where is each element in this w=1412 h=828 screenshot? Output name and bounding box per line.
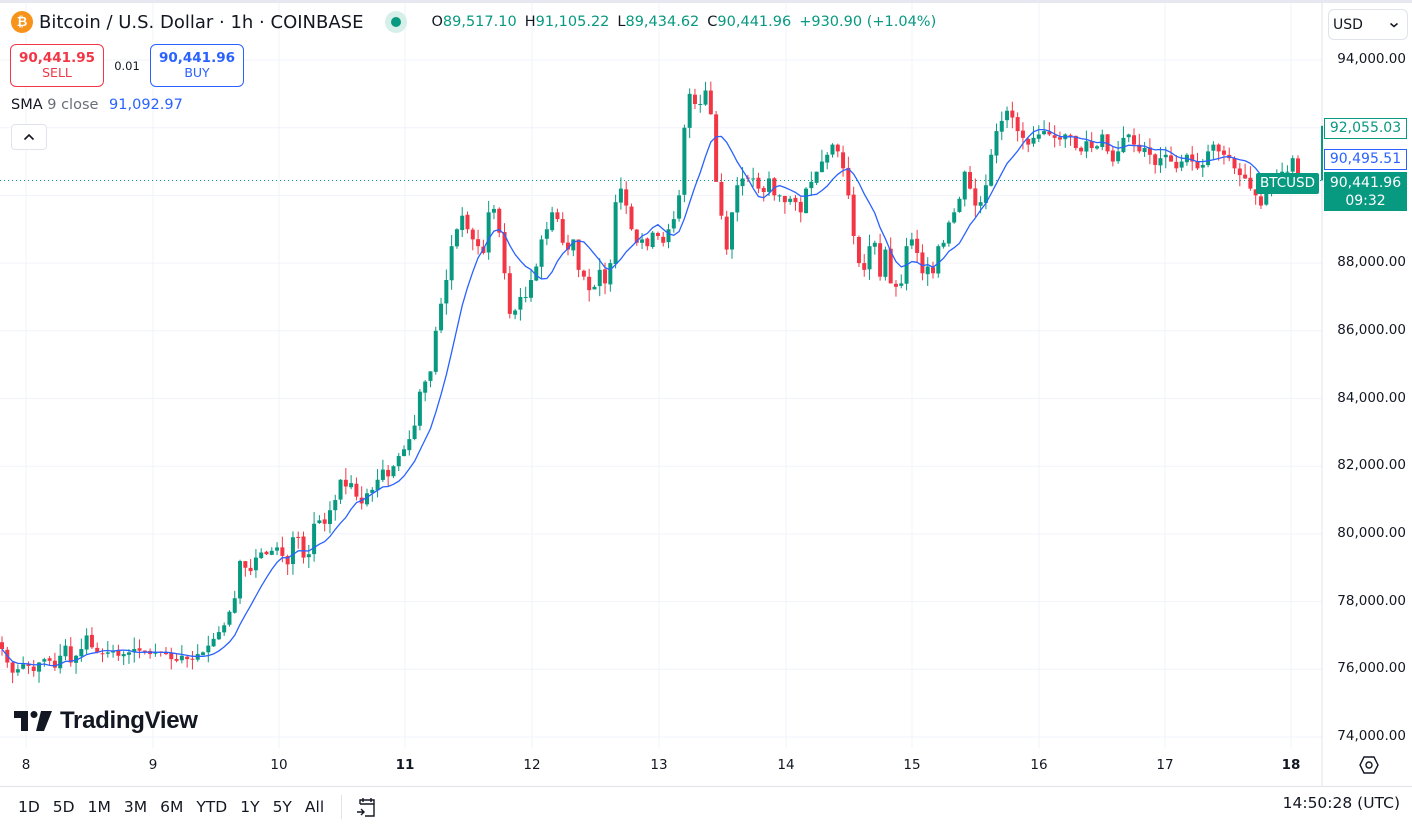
time-axis-label: 15 [903, 757, 921, 773]
buy-price: 90,441.96 [158, 49, 235, 66]
axis-separator [0, 786, 1412, 787]
last-price: 90,441.96 [1329, 175, 1402, 191]
logo-text: TradingView [60, 707, 198, 734]
range-5y[interactable]: 5Y [272, 798, 292, 816]
price-axis-label: 94,000.00 [1337, 51, 1406, 67]
range-ytd[interactable]: YTD [196, 798, 228, 816]
time-axis-label: 10 [270, 757, 288, 773]
sma-price-tag: 90,495.51 [1324, 149, 1407, 170]
chevron-up-icon [23, 133, 35, 141]
open-value: 89,517.10 [442, 14, 517, 30]
range-1y[interactable]: 1Y [240, 798, 260, 816]
spread-value: 0.01 [114, 58, 140, 73]
range-3m[interactable]: 3M [123, 798, 148, 816]
trade-buttons: 90,441.95 SELL 0.01 90,441.96 BUY [10, 44, 244, 87]
time-axis-label: 8 [21, 757, 31, 773]
buy-label: BUY [184, 65, 210, 81]
price-axis-label: 78,000.00 [1337, 592, 1406, 609]
range-6m[interactable]: 6M [160, 798, 184, 816]
sell-label: SELL [42, 65, 72, 81]
close-label: C [707, 14, 718, 30]
last-price-tag: 90,441.96 09:32 [1324, 172, 1407, 211]
date-range-bar: 1D 5D 1M 3M 6M YTD 1Y 5Y All [18, 794, 380, 820]
price-axis-label: 86,000.00 [1337, 321, 1406, 338]
time-axis-label: 13 [650, 757, 668, 773]
indicator-name: SMA [11, 97, 43, 113]
candles [0, 81, 1300, 684]
indicator-value: 91,092.97 [109, 97, 183, 113]
range-1d[interactable]: 1D [18, 798, 40, 816]
time-axis-label: 9 [148, 757, 158, 773]
price-axis-label: 80,000.00 [1337, 524, 1406, 541]
close-value: 90,441.96 [717, 14, 792, 30]
bitcoin-icon: ₿ [11, 11, 33, 33]
symbol-title[interactable]: Bitcoin / U.S. Dollar · 1h · COINBASE [39, 11, 364, 33]
high-price-tag: 92,055.03 [1324, 118, 1407, 139]
tradingview-logo[interactable]: TradingView [14, 707, 198, 735]
change-value: +930.90 (+1.04%) [799, 14, 937, 30]
price-axis-label: 74,000.00 [1337, 728, 1406, 744]
sma-indicator-legend[interactable]: SMA 9 close 91,092.97 [11, 97, 183, 113]
sell-button[interactable]: 90,441.95 SELL [10, 44, 104, 87]
axis-settings-icon[interactable] [1358, 755, 1380, 775]
grid [0, 3, 1323, 786]
price-chart[interactable] [0, 3, 1412, 828]
indicator-args: 9 close [47, 97, 99, 113]
time-axis-label: 17 [1156, 757, 1174, 773]
time-axis-label: 11 [395, 757, 415, 773]
ohlc-values: O89,517.10 H91,105.22 L89,434.62 C90,441… [431, 14, 936, 30]
low-value: 89,434.62 [625, 14, 700, 30]
symbol-price-label: BTCUSD [1256, 173, 1319, 194]
price-axis-label: 76,000.00 [1337, 660, 1406, 677]
calendar-goto-icon[interactable] [354, 794, 380, 820]
currency-value: USD [1333, 16, 1363, 33]
low-label: L [617, 14, 626, 30]
price-axis-label: 82,000.00 [1337, 457, 1406, 474]
time-axis-label: 18 [1281, 757, 1301, 773]
price-axis-label: 84,000.00 [1337, 389, 1406, 406]
utc-clock[interactable]: 14:50:28 (UTC) [1282, 794, 1400, 812]
bar-countdown: 09:32 [1345, 193, 1386, 209]
time-axis-label: 12 [523, 757, 541, 773]
range-5d[interactable]: 5D [52, 798, 75, 816]
chevron-down-icon [1390, 22, 1398, 27]
market-open-dot-icon [391, 17, 402, 27]
high-value: 91,105.22 [535, 14, 610, 30]
sma-line [1, 128, 1299, 667]
high-label: H [524, 14, 536, 30]
range-all[interactable]: All [304, 798, 325, 816]
price-axis-label: 88,000.00 [1337, 254, 1406, 271]
tradingview-logo-icon [14, 711, 52, 731]
buy-button[interactable]: 90,441.96 BUY [150, 44, 244, 87]
range-divider [341, 795, 343, 819]
market-status-indicator[interactable] [385, 11, 408, 33]
sell-price: 90,441.95 [18, 49, 95, 66]
range-1m[interactable]: 1M [87, 798, 111, 816]
collapse-legend-button[interactable] [11, 124, 47, 150]
open-label: O [431, 14, 443, 30]
currency-select[interactable]: USD [1328, 9, 1408, 40]
time-axis-label: 14 [777, 757, 795, 773]
symbol-legend: ₿ Bitcoin / U.S. Dollar · 1h · COINBASE … [11, 11, 936, 33]
time-axis-label: 16 [1030, 757, 1048, 773]
